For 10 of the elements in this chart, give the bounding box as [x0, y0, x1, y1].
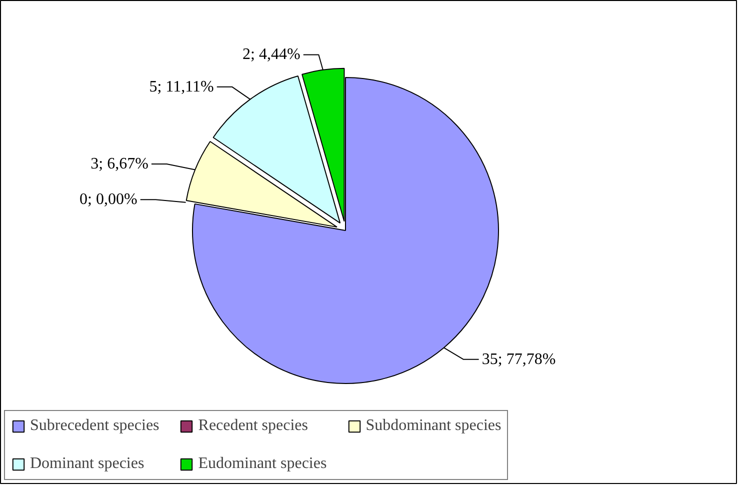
legend-label: Dominant species [30, 455, 144, 473]
data-label: 5; 11,11% [149, 78, 214, 96]
text: 0; 0,00% [80, 191, 138, 208]
data-label: 2; 4,44% [242, 46, 300, 64]
legend-label: Subdominant species [366, 417, 502, 435]
legend-label: Recedent species [198, 417, 308, 435]
legend-label: Eudominant species [198, 455, 327, 473]
legend-label: Subrecedent species [30, 417, 160, 435]
data-label: 35; 77,78% [482, 350, 556, 368]
data-label: 3; 6,67% [90, 156, 148, 173]
